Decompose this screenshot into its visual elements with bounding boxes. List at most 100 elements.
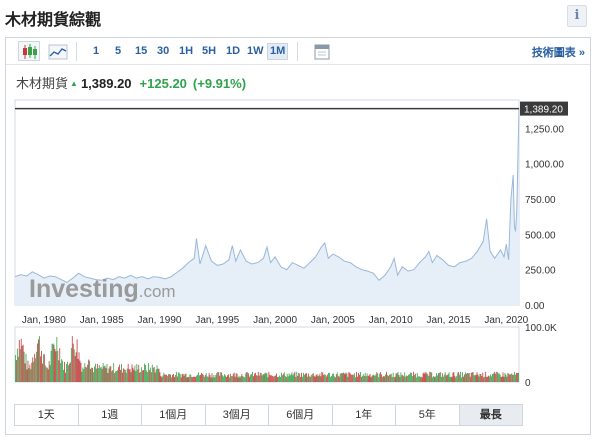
volume-bar [492,374,493,382]
interval-1h[interactable]: 1H [179,45,194,57]
volume-bar [132,367,134,382]
volume-bar [421,377,423,382]
volume-bar [52,343,54,382]
volume-bar [326,376,328,382]
volume-bar [478,376,480,382]
volume-bar [318,375,320,382]
range-max[interactable]: 最長 [459,405,522,425]
volume-bar [435,376,436,382]
volume-bar [420,376,422,382]
interval-5[interactable]: 5 [115,45,122,57]
volume-bar [306,373,307,382]
volume-bar [246,371,248,382]
range-1w[interactable]: 1週 [78,405,142,425]
range-1m[interactable]: 1個月 [142,405,206,425]
volume-bar [422,373,424,382]
range-1d[interactable]: 1天 [15,405,79,425]
volume-bar [172,374,173,382]
volume-bar [437,375,438,382]
interval-15[interactable]: 15 [135,45,148,57]
range-6m[interactable]: 6個月 [269,405,333,425]
volume-bar [411,372,412,382]
volume-bar [433,376,435,382]
volume-bar [177,372,179,382]
volume-bar [272,376,274,382]
volume-bar [498,373,500,382]
volume-bar [280,372,282,382]
volume-bar [41,350,42,382]
volume-bar [455,377,457,382]
volume-bar [402,374,404,382]
volume-bar [99,367,101,382]
last-price-tag-label: 1,389.20 [524,105,563,116]
volume-bar [382,376,383,382]
interval-30[interactable]: 30 [157,45,170,57]
volume-bar [369,373,371,382]
volume-bar [269,374,271,382]
interval-1w[interactable]: 1W [247,45,264,57]
volume-bar [162,375,164,382]
volume-bar [410,372,411,382]
volume-bar [124,369,126,382]
price-change-percent: (+9.91%) [192,76,247,91]
volume-bar [245,373,247,382]
volume-bar [221,372,223,382]
volume-bar [181,373,183,382]
y-tick-label: 1,250.00 [525,124,564,135]
volume-bar [434,376,436,382]
volume-bar [85,366,87,382]
interval-1m[interactable]: 1M [267,43,289,60]
volume-bar [254,372,256,382]
volume-bar [15,360,17,382]
interval-5h[interactable]: 5H [202,45,217,57]
volume-bar [40,356,41,382]
volume-bar [63,369,65,382]
volume-bar [76,339,78,382]
page-title: 木材期貨綜觀 [5,12,102,29]
volume-bar [463,376,464,382]
volume-bar [265,372,267,382]
volume-bar [219,375,221,382]
technical-chart-link[interactable]: 技術圖表 » [531,47,585,59]
volume-bar [314,376,316,382]
candlestick-icon[interactable] [18,41,40,61]
volume-bar [371,375,373,382]
last-price-tag [520,101,568,116]
volume-bar [451,376,453,382]
price-chart[interactable]: 0.00 250.00 500.00 750.00 1,000.00 1,250.00 1,… [6,38,592,398]
volume-bar [58,360,60,382]
volume-bar [446,375,448,382]
volume-bar [253,373,255,382]
volume-bar [88,359,90,382]
area-chart-icon[interactable] [46,41,68,61]
info-icon[interactable]: i [567,5,587,27]
volume-bar [242,375,244,382]
volume-bar [110,366,112,382]
x-tick-label: Jan, 1980 [22,315,66,326]
calendar-icon[interactable] [310,41,332,61]
volume-bar [174,376,175,382]
volume-bar [108,368,110,382]
volume-bar [187,376,189,382]
volume-bar [157,368,159,382]
volume-bar [169,374,171,382]
volume-bar [515,374,516,382]
range-3m[interactable]: 3個月 [205,405,269,425]
volume-bar [449,377,451,382]
volume-bar [49,365,51,382]
range-5y[interactable]: 5年 [396,405,460,425]
volume-bar [130,372,132,382]
range-1y[interactable]: 1年 [332,405,396,425]
interval-1d[interactable]: 1D [226,45,241,57]
volume-bar [308,376,310,382]
volume-bar [395,373,397,382]
interval-1[interactable]: 1 [93,45,100,57]
volume-bar [118,367,119,382]
volume-bar [406,375,408,382]
volume-bar [487,376,489,382]
volume-bar [274,375,276,382]
volume-bar [147,372,148,382]
volume-bar [62,360,64,382]
volume-bar [206,376,208,382]
volume-bar [456,375,458,382]
